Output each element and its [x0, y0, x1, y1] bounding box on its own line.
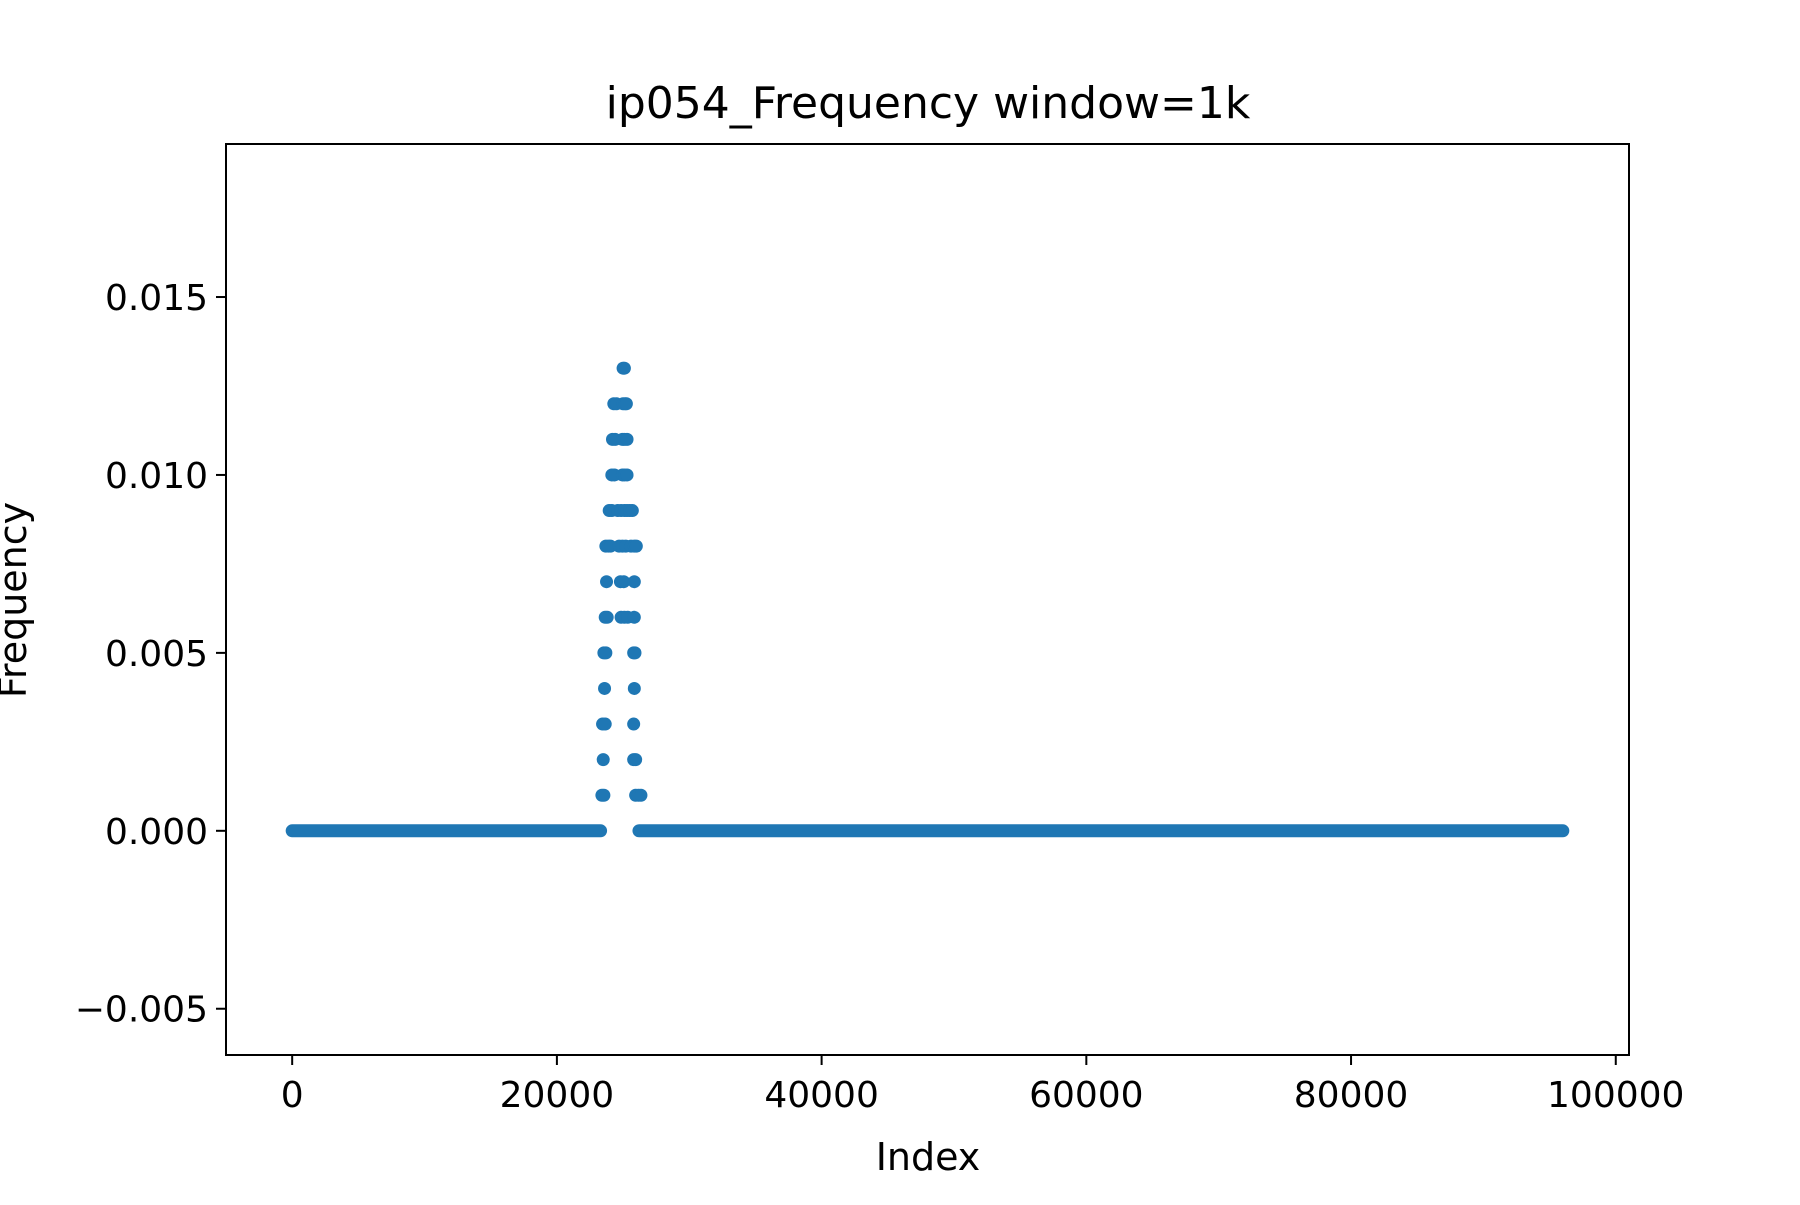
data-point	[598, 681, 612, 695]
data-point	[619, 397, 633, 411]
y-axis: −0.005 0.000 0.005 0.010 0.015	[75, 278, 226, 1031]
y-tick-label: 0.000	[105, 812, 208, 853]
data-point	[617, 361, 631, 375]
y-axis-label: Frequency	[0, 502, 35, 698]
chart-title: ip054_Frequency window=1k	[606, 78, 1251, 129]
x-tick-label: 60000	[1029, 1075, 1144, 1116]
data-point	[629, 539, 643, 553]
data-point	[597, 788, 611, 802]
x-tick-label: 100000	[1547, 1075, 1684, 1116]
data-point	[600, 610, 614, 624]
x-tick-label: 0	[281, 1075, 304, 1116]
y-tick-label: 0.015	[105, 278, 208, 319]
data-point	[599, 646, 613, 660]
data-point	[625, 504, 639, 518]
data-point	[634, 788, 648, 802]
data-point	[628, 646, 642, 660]
data-point	[627, 717, 641, 731]
data-point	[617, 575, 631, 589]
data-point	[600, 575, 614, 589]
x-tick-label: 20000	[500, 1075, 615, 1116]
x-axis: 0 20000 40000 60000 80000 100000	[281, 1055, 1684, 1116]
y-tick-label: 0.005	[105, 634, 208, 675]
x-axis-label: Index	[876, 1135, 981, 1179]
data-point	[627, 681, 641, 695]
data-point	[627, 575, 641, 589]
points-layer	[285, 361, 1570, 838]
data-point	[596, 753, 610, 767]
x-tick-label: 80000	[1294, 1075, 1409, 1116]
data-point	[629, 753, 643, 767]
y-tick-label: 0.010	[105, 456, 208, 497]
data-point	[627, 610, 641, 624]
x-tick-label: 40000	[764, 1075, 879, 1116]
plot-frame	[225, 143, 1630, 1056]
y-tick-label: −0.005	[75, 990, 208, 1031]
data-point	[598, 717, 612, 731]
data-point	[620, 432, 634, 446]
data-point	[620, 468, 634, 482]
